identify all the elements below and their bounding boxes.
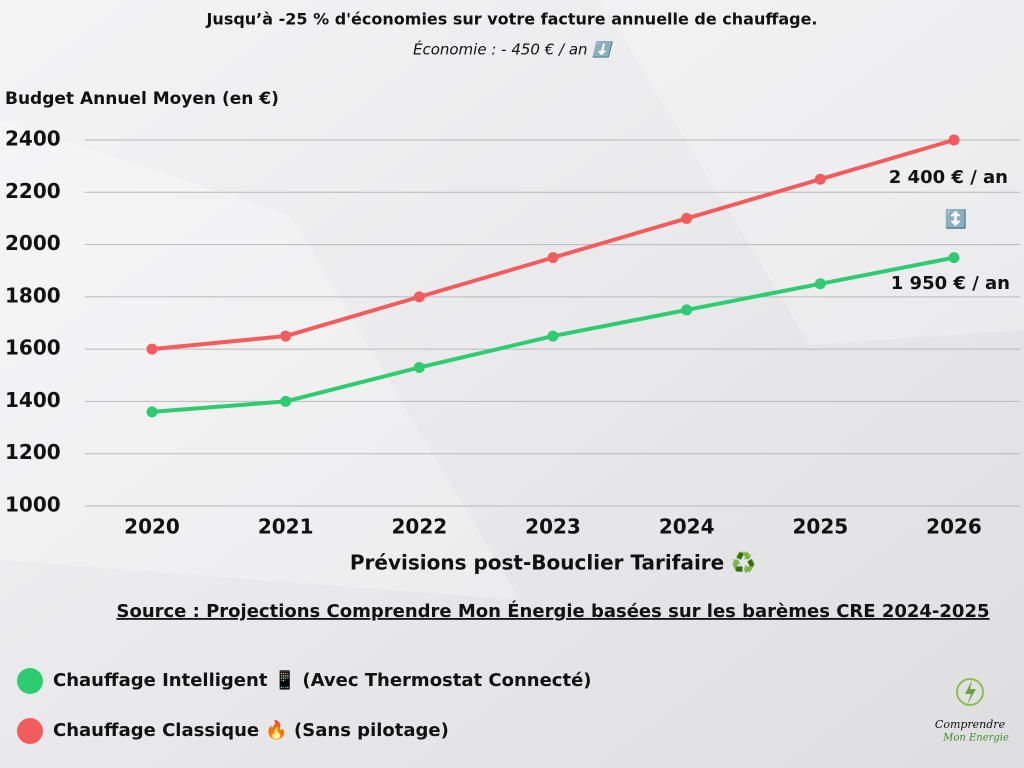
annotation: 2 400 € / an [889,167,1008,188]
chart-title: Jusqu’à -25 % d'économies sur votre fact… [205,10,817,29]
legend-marker [17,718,43,744]
data-point [146,406,158,418]
y-tick-label: 2200 [5,179,61,203]
y-tick-label: 1600 [5,336,61,360]
data-point [547,252,559,264]
x-tick-label: 2025 [792,515,848,539]
chart-subtitle: Économie : - 450 € / an ⬇️ [413,40,614,59]
x-tick-label: 2023 [525,515,581,539]
y-tick-label: 1200 [5,440,61,464]
data-point [280,395,292,407]
annotation: 1 950 € / an [891,273,1010,294]
source: Source : Projections Comprendre Mon Éner… [116,600,989,622]
y-tick-label: 2400 [5,127,61,151]
logo-icon [956,678,984,706]
logo-text: Mon Energie [942,733,1009,744]
annotation: ↕️ [945,208,967,230]
bg-shape [600,0,1024,345]
legend-label: Chauffage Classique 🔥 (Sans pilotage) [53,719,449,741]
bg-shape [0,120,520,600]
data-point [280,330,292,342]
y-tick-label: 1400 [5,388,61,412]
x-axis-label: Prévisions post-Bouclier Tarifaire ♻️ [350,551,756,575]
data-point [413,291,425,303]
legend-marker [17,668,43,694]
data-point [413,361,425,373]
logo-text: Comprendre [935,718,1006,731]
data-point [681,304,693,316]
legend-label: Chauffage Intelligent 📱 (Avec Thermostat… [53,669,592,691]
x-tick-label: 2022 [391,515,447,539]
x-tick-label: 2024 [659,515,715,539]
data-point [948,252,960,264]
x-tick-label: 2021 [258,515,314,539]
logo: Comprendre Mon Energie [935,678,1009,744]
y-axis-label: Budget Annuel Moyen (en €) [5,89,279,109]
data-point [814,173,826,185]
data-point [814,278,826,290]
y-tick-label: 1000 [5,493,61,517]
logo-bolt [965,680,976,705]
x-tick-label: 2020 [124,515,180,539]
y-tick-label: 1800 [5,283,61,307]
data-point [948,134,960,146]
data-point [681,212,693,224]
data-point [146,343,158,355]
data-point [547,330,559,342]
x-tick-label: 2026 [926,515,982,539]
y-tick-label: 2000 [5,231,61,255]
